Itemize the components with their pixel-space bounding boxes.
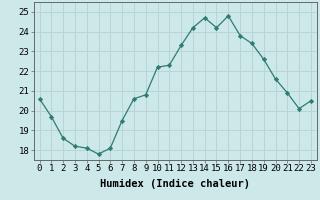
X-axis label: Humidex (Indice chaleur): Humidex (Indice chaleur) [100,179,250,189]
